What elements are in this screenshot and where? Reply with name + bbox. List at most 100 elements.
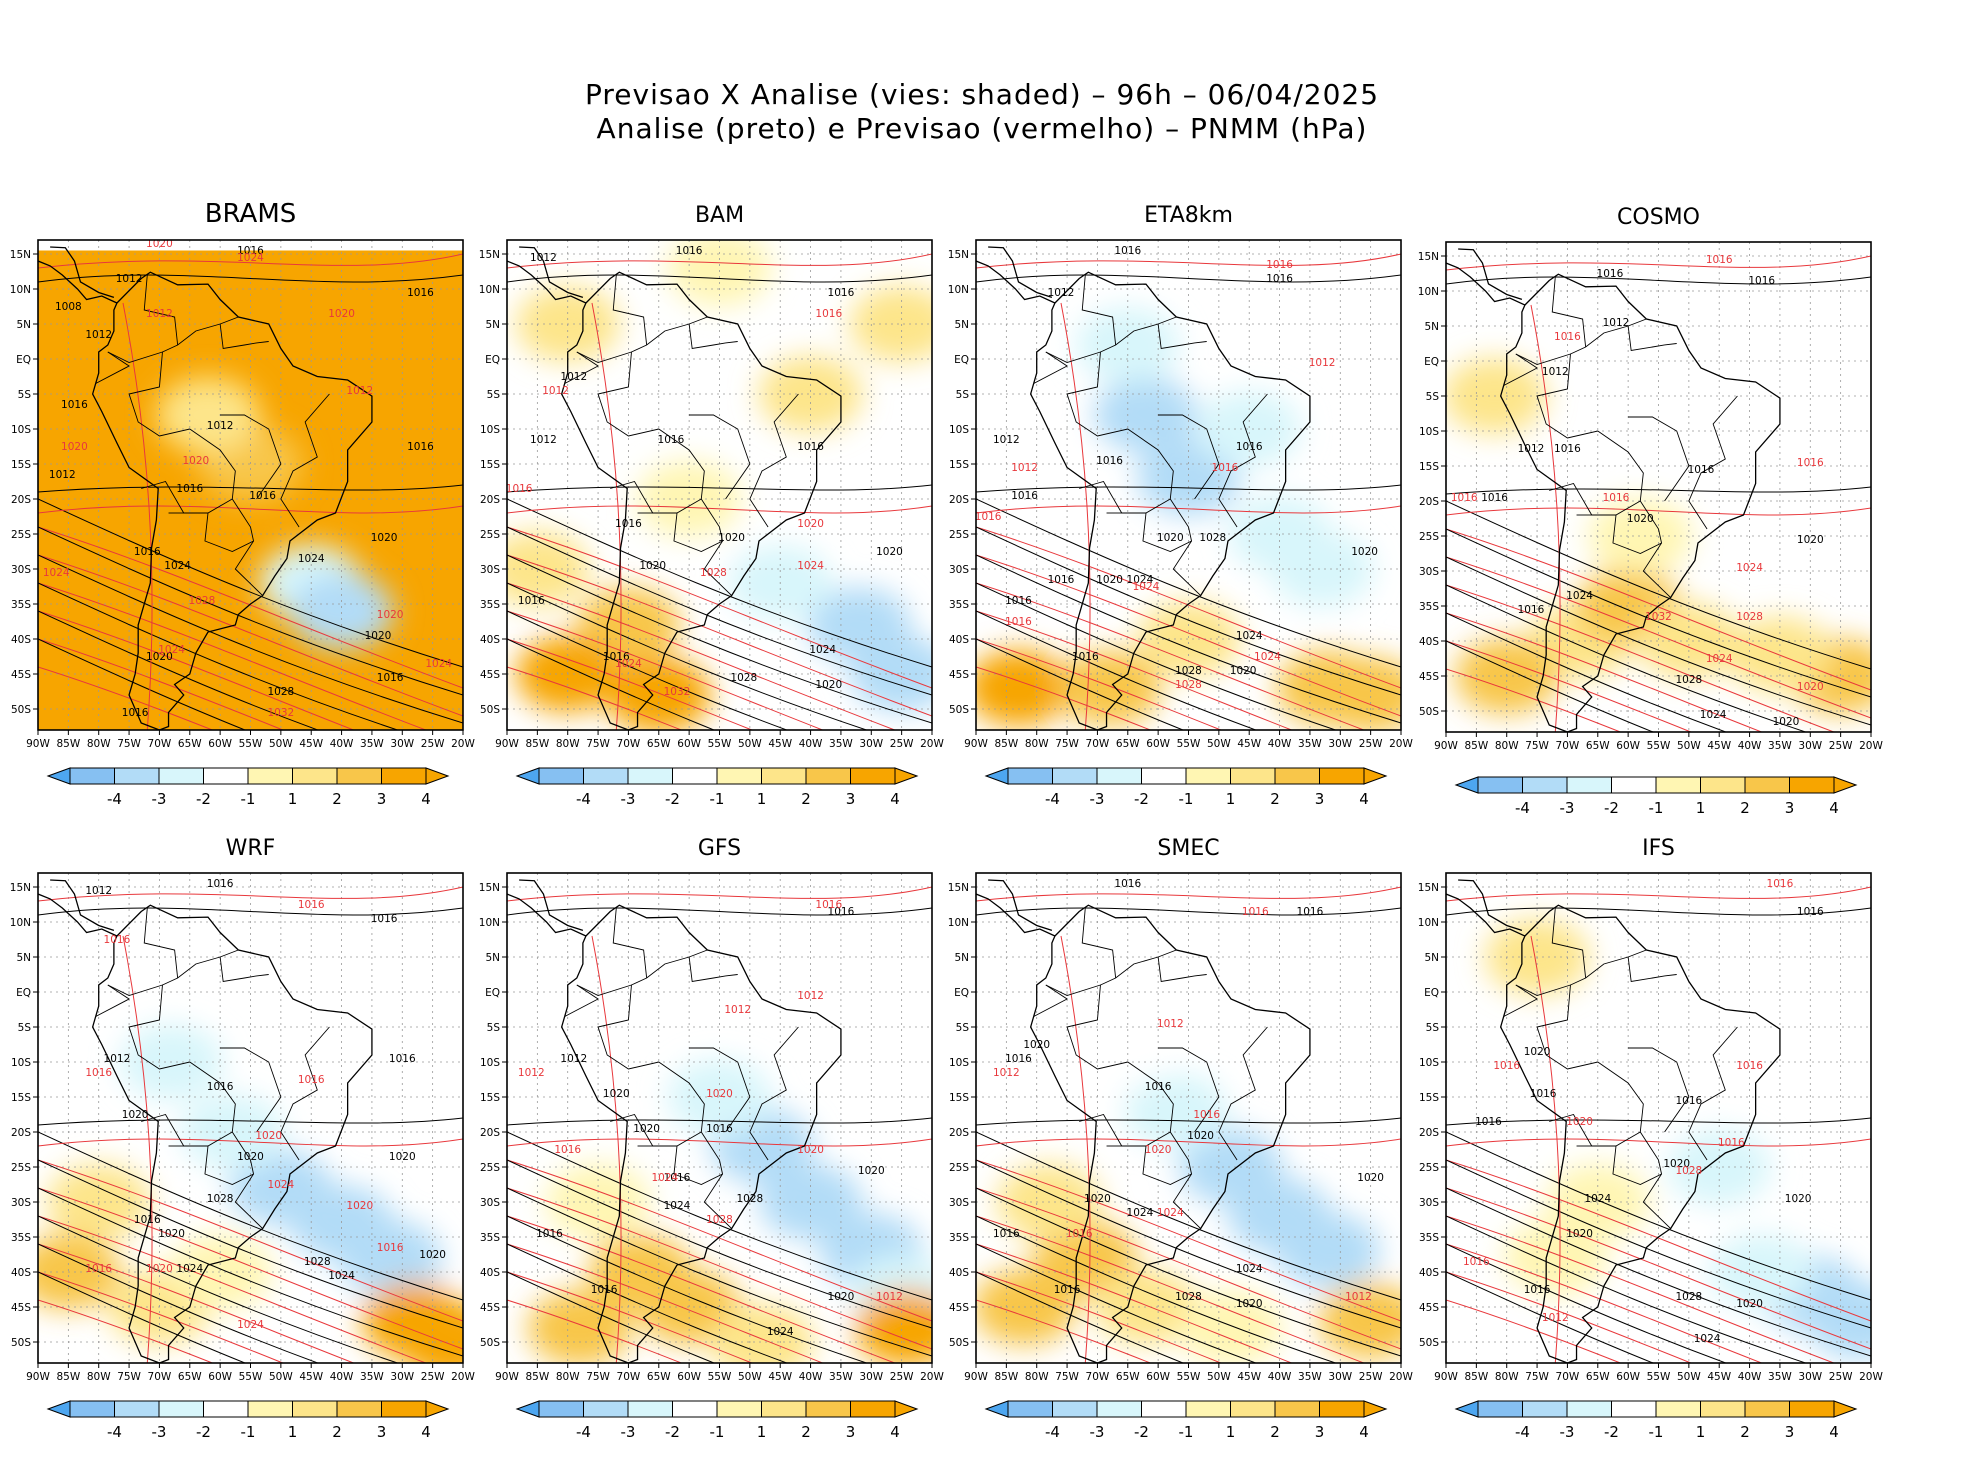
forecast-isobar (507, 554, 932, 717)
colorbar-segment (336, 767, 382, 785)
isobar-contours (976, 253, 1401, 730)
colorbar-tick-label: -4 (107, 790, 122, 808)
analysis-isobar (1446, 640, 1655, 732)
bias-region (1806, 1283, 1871, 1359)
colorbar-tick-label: 3 (1315, 1423, 1325, 1441)
lat-tick-label: 50S (1419, 706, 1439, 718)
lat-tick-label: 20S (1419, 1127, 1439, 1139)
analysis-isobar (1446, 612, 1728, 732)
lon-tick-label: 65W (1586, 740, 1610, 752)
analysis-isobar (38, 554, 463, 724)
coastline (38, 879, 373, 1363)
country-border (1688, 1026, 1738, 1161)
country-border (1172, 540, 1201, 596)
colorbar-segment (425, 767, 450, 785)
lat-tick-label: 15N (479, 882, 500, 894)
lon-tick-label: 35W (1768, 1371, 1792, 1383)
colorbar-tick-label: 2 (1740, 1423, 1750, 1441)
map-panel-gfs: GFS1016101210201016102010161028102410161… (479, 836, 945, 1441)
forecast-isobar (507, 1243, 824, 1363)
analysis-isobar (507, 498, 932, 668)
analysis-isobar-label: 1028 (736, 1193, 763, 1205)
colorbar-segment (515, 1400, 540, 1418)
lon-tick-label: 90W (1434, 740, 1458, 752)
analysis-isobar (507, 554, 932, 724)
forecast-isobar (1060, 935, 1091, 1363)
analysis-isobar-label: 1016 (1597, 268, 1624, 280)
analysis-isobar (38, 526, 463, 696)
analysis-isobar-label: 1028 (1175, 665, 1202, 677)
bias-region (156, 377, 260, 453)
country-border (688, 323, 738, 350)
colorbar-segment (203, 1400, 249, 1418)
country-border (1627, 956, 1677, 983)
lat-tick-label: 35S (480, 1232, 500, 1244)
coastline (38, 246, 373, 730)
analysis-isobar (507, 582, 869, 730)
bias-region (338, 1220, 443, 1296)
analysis-isobar-label: 1016 (1114, 245, 1141, 257)
analysis-isobar (38, 1243, 320, 1363)
lon-tick-label: 55W (1647, 1371, 1671, 1383)
colorbar-tick-label: -4 (107, 1423, 122, 1441)
colorbar-tick-label: -3 (152, 1423, 167, 1441)
lon-tick-label: 55W (708, 1371, 732, 1383)
lat-tick-label: 15N (948, 249, 969, 261)
colorbar-tick-label: 1 (1696, 1423, 1706, 1441)
analysis-isobar-label: 1012 (116, 273, 143, 285)
colorbar-tick-label: -4 (1515, 1423, 1530, 1441)
analysis-isobar-label: 1028 (267, 686, 294, 698)
country-border (280, 1026, 330, 1161)
colorbar-tick-label: 1 (1696, 799, 1706, 817)
colorbar-segment (1454, 776, 1479, 794)
forecast-isobar-label: 1024 (1157, 1207, 1184, 1219)
colorbar-segment (1007, 767, 1053, 785)
lon-tick-label: 60W (208, 1371, 232, 1383)
lon-tick-label: 60W (1616, 740, 1640, 752)
forecast-isobar (591, 935, 622, 1363)
forecast-isobar (507, 666, 683, 730)
lon-tick-label: 45W (299, 738, 323, 750)
forecast-isobar-label: 1028 (1736, 611, 1763, 623)
analysis-isobar (976, 526, 1401, 696)
analysis-isobar-label: 1016 (828, 906, 855, 918)
analysis-isobar-label: 1024 (1236, 1263, 1263, 1275)
analysis-isobar-label: 1016 (1072, 651, 1099, 663)
analysis-isobar (507, 1215, 869, 1363)
forecast-isobar (976, 1138, 1401, 1147)
analysis-isobar-label: 1012 (1603, 317, 1630, 329)
forecast-isobar (976, 610, 1293, 730)
lon-tick-label: 50W (1207, 1371, 1231, 1383)
forecast-isobar (38, 1159, 463, 1322)
colorbar-segment (1477, 776, 1523, 794)
lon-tick-label: 45W (768, 738, 792, 750)
forecast-isobar-label: 1032 (267, 707, 294, 719)
analysis-isobar-label: 1024 (164, 560, 191, 572)
bias-region (667, 240, 772, 306)
lon-tick-label: 65W (647, 738, 671, 750)
axes: 15N 10N 5N EQ 5S 10S 15S 20S 25S 30S 35S 40S 45S 50S 9… (479, 249, 945, 750)
lat-tick-label: 30S (480, 1197, 500, 1209)
colorbar-segment (1522, 1400, 1568, 1418)
analysis-isobar-label: 1024 (1584, 1193, 1611, 1205)
forecast-isobar-label: 1016 (815, 308, 842, 320)
colorbar-segment (1052, 767, 1098, 785)
lon-tick-label: 45W (1237, 1371, 1261, 1383)
panel-title: IFS (1642, 836, 1675, 861)
analysis-isobar (976, 554, 1401, 724)
colorbar-segment (984, 1400, 1009, 1418)
lat-tick-label: 20S (480, 494, 500, 506)
analysis-isobar-label: 1008 (55, 301, 82, 313)
country-border (1033, 351, 1068, 384)
bias-region (855, 1290, 932, 1363)
analysis-isobar-label: 1016 (664, 1172, 691, 1184)
analysis-isobar-label: 1020 (828, 1291, 855, 1303)
analysis-isobar (38, 274, 463, 283)
analysis-isobar-label: 1016 (1675, 1095, 1702, 1107)
forecast-isobar (1446, 584, 1836, 732)
lon-tick-label: 40W (1268, 738, 1292, 750)
country-border (612, 274, 648, 346)
lon-tick-label: 85W (1464, 1371, 1488, 1383)
forecast-isobar (38, 526, 463, 689)
bias-region (1588, 498, 1693, 574)
